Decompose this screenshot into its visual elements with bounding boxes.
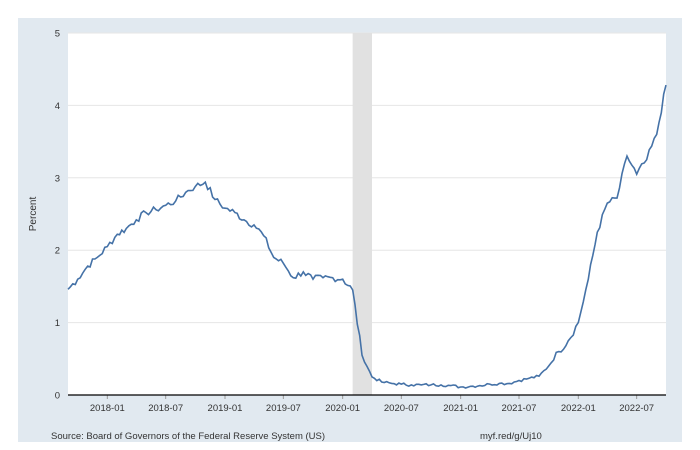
x-tick-label: 2022-01 xyxy=(561,403,596,414)
top-strip xyxy=(18,0,682,18)
y-axis-ticks: 0 1 2 3 4 5 xyxy=(55,29,60,402)
x-tick-label: 2019-01 xyxy=(208,403,243,414)
x-tick-label: 2018-01 xyxy=(90,403,125,414)
x-tick-label: 2019-07 xyxy=(266,403,301,414)
short-url[interactable]: myf.red/g/Uj10 xyxy=(480,431,542,442)
source-note: Source: Board of Governors of the Federa… xyxy=(51,431,326,442)
x-tick-label: 2018-07 xyxy=(148,403,183,414)
x-tick-label: 2020-01 xyxy=(325,403,360,414)
x-tick-label: 2022-07 xyxy=(619,403,654,414)
y-tick-label: 2 xyxy=(55,246,60,257)
y-tick-label: 4 xyxy=(55,101,60,112)
series-line xyxy=(67,84,667,389)
x-tick-label: 2021-07 xyxy=(502,403,537,414)
x-tick-label: 2021-01 xyxy=(443,403,478,414)
recession-band xyxy=(352,33,372,395)
y-axis-label: Percent xyxy=(28,197,39,232)
y-tick-label: 3 xyxy=(55,173,60,184)
y-tick-label: 5 xyxy=(55,29,60,40)
y-tick-label: 1 xyxy=(55,318,60,329)
x-tick-label: 2020-07 xyxy=(384,403,419,414)
x-axis-ticks: 2018-01 2018-07 2019-01 2019-07 2020-01 2020-… xyxy=(90,395,654,414)
y-tick-label: 0 xyxy=(55,391,60,402)
